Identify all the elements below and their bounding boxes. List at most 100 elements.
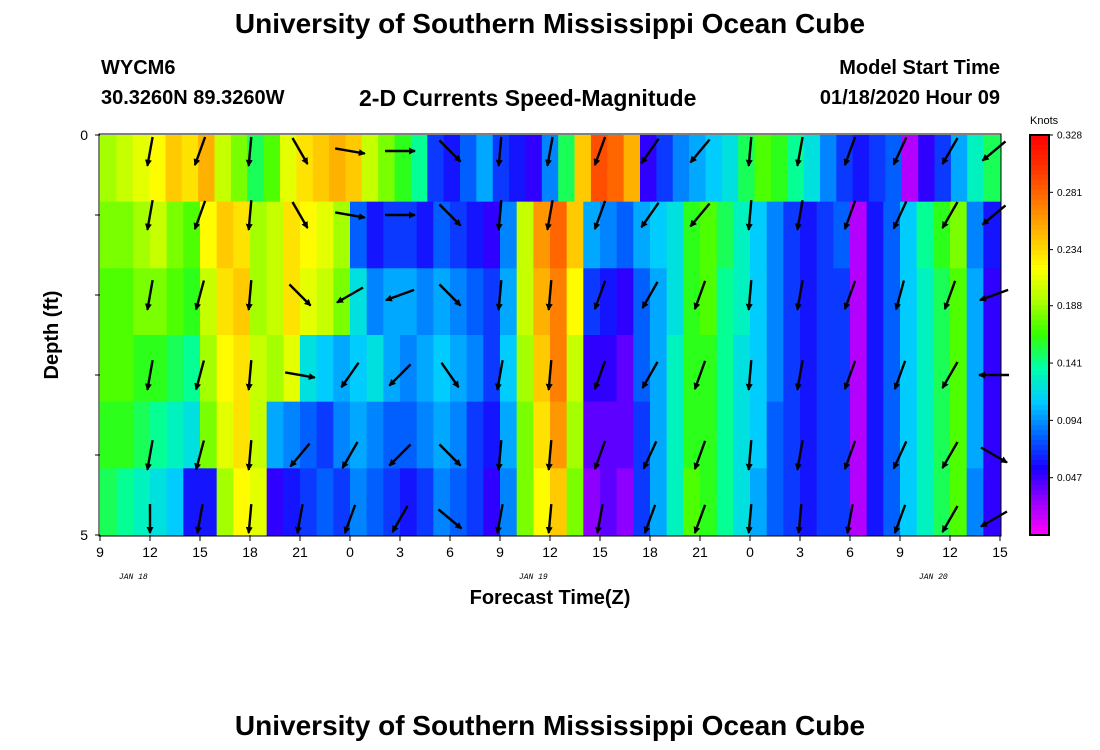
current-arrow <box>495 279 503 311</box>
heatmap-cell <box>500 401 518 469</box>
current-arrow <box>941 137 959 165</box>
x-tick-label: 6 <box>446 544 454 560</box>
heatmap-cell <box>300 201 318 269</box>
heatmap-cell <box>883 201 901 269</box>
heatmap-cell <box>650 468 668 536</box>
heatmap-cell <box>283 201 301 269</box>
colorbar-segment <box>1030 310 1049 316</box>
current-arrow <box>144 199 154 231</box>
heatmap-cell <box>183 201 201 269</box>
heatmap-cell <box>150 335 168 403</box>
heatmap-cell <box>100 335 118 403</box>
heatmap-cell <box>934 135 952 203</box>
heatmap-cell <box>383 268 401 336</box>
heatmap-cell <box>383 401 401 469</box>
chart-title: 2-D Currents Speed-Magnitude <box>359 85 697 111</box>
axes: 9 12 15 18 21 0 3 6 9 12 15 18 21 0 3 6 9 12 15 JAN 18 JAN 1… <box>80 127 1008 582</box>
heatmap-cell <box>583 401 601 469</box>
current-arrow <box>892 440 908 470</box>
heatmap-cell <box>433 335 451 403</box>
heatmap-cell <box>933 401 951 469</box>
heatmap-cell <box>266 468 284 536</box>
heatmap-cell <box>750 468 768 536</box>
current-arrow <box>340 362 360 389</box>
heatmap-cell <box>833 401 851 469</box>
current-direction-arrows <box>144 136 1009 534</box>
heatmap-cell <box>716 401 734 469</box>
current-arrow <box>438 443 462 467</box>
current-arrow <box>693 280 707 311</box>
colorbar-segment <box>1030 195 1049 201</box>
heatmap-cell <box>200 201 218 269</box>
heatmap-cell <box>466 268 484 336</box>
heatmap-cell <box>516 268 534 336</box>
current-arrow <box>640 138 660 165</box>
current-arrow <box>795 503 803 534</box>
current-arrow <box>943 280 957 311</box>
heatmap-cell <box>133 401 151 469</box>
heatmap-cell <box>766 468 784 536</box>
current-arrow <box>193 136 207 167</box>
heatmap-cell <box>166 468 184 536</box>
heatmap-cell <box>198 135 216 203</box>
heatmap-cell <box>900 401 918 469</box>
colorbar-segment <box>1030 515 1049 521</box>
heatmap-cell <box>607 135 625 203</box>
colorbar-segment <box>1030 330 1049 336</box>
heatmap-cell <box>754 135 772 203</box>
current-arrow <box>794 439 804 471</box>
heatmap-cell <box>866 268 884 336</box>
heatmap-cell <box>733 201 751 269</box>
colorbar-segment <box>1030 440 1049 446</box>
heatmap-cell <box>716 268 734 336</box>
heatmap-cell <box>916 401 934 469</box>
heatmap-cell <box>525 135 543 203</box>
colorbar-segment <box>1030 490 1049 496</box>
heatmap-cell <box>852 135 870 203</box>
colorbar-segment <box>1030 185 1049 191</box>
heatmap-cell <box>883 401 901 469</box>
heatmap-cell <box>183 401 201 469</box>
current-arrow <box>795 136 804 167</box>
colorbar-segment <box>1030 345 1049 351</box>
heatmap-cell <box>350 335 368 403</box>
current-arrow <box>245 279 253 311</box>
heatmap-cell <box>983 335 1001 403</box>
heatmap-cell <box>633 401 651 469</box>
heatmap-cell <box>650 335 668 403</box>
colorbar-segment <box>1030 140 1049 146</box>
footer-title: University of Southern Mississippi Ocean… <box>234 710 866 741</box>
heatmap-cell <box>633 268 651 336</box>
heatmap-cell <box>583 201 601 269</box>
heatmap-cell <box>316 268 334 336</box>
colorbar-segment <box>1030 290 1049 296</box>
heatmap-cell <box>216 335 234 403</box>
heatmap-cell <box>750 401 768 469</box>
current-arrow <box>845 503 854 534</box>
heatmap-cell <box>800 468 818 536</box>
current-arrow <box>245 136 253 167</box>
heatmap-cell <box>800 268 818 336</box>
heatmap-cell <box>433 401 451 469</box>
colorbar-segment <box>1030 395 1049 401</box>
current-arrow <box>941 441 959 469</box>
heatmap-cell <box>133 468 151 536</box>
heatmap-cell <box>983 268 1001 336</box>
heatmap-cell <box>766 335 784 403</box>
heatmap-cell <box>316 401 334 469</box>
current-arrow <box>495 136 503 167</box>
heatmap-cell <box>516 468 534 536</box>
current-arrow <box>978 288 1009 302</box>
heatmap-cell <box>483 268 501 336</box>
heatmap-cell <box>533 468 551 536</box>
heatmap-cell <box>933 201 951 269</box>
heatmap-cell <box>333 201 351 269</box>
current-arrow <box>981 204 1007 226</box>
heatmap-cell <box>316 468 334 536</box>
model-start-value: 01/18/2020 Hour 09 <box>819 87 1000 109</box>
heatmap-cell <box>250 401 268 469</box>
current-arrow <box>745 439 753 471</box>
heatmap-cell <box>183 468 201 536</box>
x-tick-label: 12 <box>942 544 958 560</box>
heatmap-cell <box>616 401 634 469</box>
